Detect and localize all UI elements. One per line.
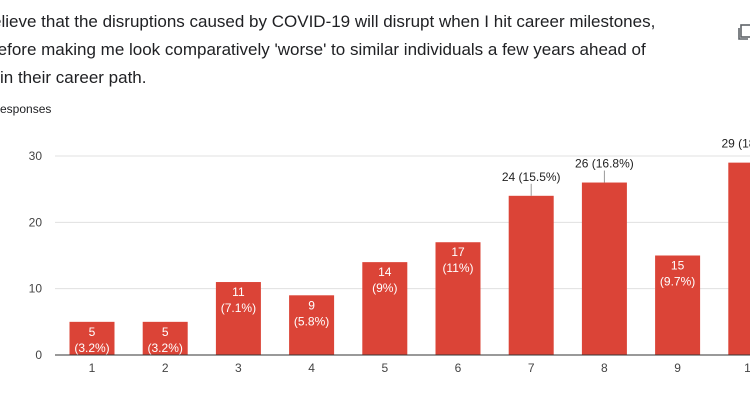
- x-tick-label: 10: [744, 361, 750, 375]
- bar: [508, 195, 554, 355]
- x-tick-label: 7: [528, 361, 535, 375]
- bar: [142, 321, 188, 355]
- data-label: 5: [89, 325, 96, 339]
- y-tick-label: 0: [35, 348, 42, 362]
- data-label: 14: [378, 265, 392, 279]
- data-label-percent: (7.1%): [221, 301, 256, 315]
- y-tick-label: 20: [29, 215, 43, 229]
- bar: [362, 262, 408, 355]
- axes: 0 10 20 30 1 2 3 4 5 6 7 8 9 10: [29, 149, 750, 375]
- data-label-percent: (9.7%): [660, 275, 695, 289]
- data-label-percent: (3.2%): [74, 341, 109, 355]
- y-tick-label: 10: [29, 282, 43, 296]
- bar: [69, 321, 115, 355]
- question-line-1: elieve that the disruptions caused by CO…: [0, 12, 656, 31]
- data-label: 24 (15.5%): [502, 170, 561, 184]
- x-tick-label: 5: [381, 361, 388, 375]
- data-label-percent: (9%): [372, 281, 397, 295]
- x-tick-label: 2: [162, 361, 169, 375]
- question-title: elieve that the disruptions caused by CO…: [0, 8, 732, 92]
- copy-icon[interactable]: [738, 24, 750, 40]
- x-tick-label: 3: [235, 361, 242, 375]
- bar: [215, 282, 261, 355]
- question-line-2: refore making me look comparatively 'wor…: [0, 40, 646, 59]
- x-tick-label: 4: [308, 361, 315, 375]
- data-labels: 5 (3.2%) 5 (3.2%) 11 (7.1%) 9 (5.8%) 14 (9%) 17 (11…: [74, 137, 750, 355]
- data-label: 26 (16.8%): [575, 157, 634, 171]
- responses-count: responses: [0, 102, 52, 116]
- bar: [289, 295, 335, 355]
- x-tick-label: 1: [89, 361, 96, 375]
- x-tick-label: 8: [601, 361, 608, 375]
- bars: [69, 162, 750, 355]
- data-label: 11: [232, 285, 245, 299]
- data-label-percent: (5.8%): [294, 314, 329, 328]
- data-label-percent: (11%): [442, 261, 473, 275]
- data-label: 17: [451, 245, 465, 259]
- bar: [655, 255, 701, 355]
- data-label: 5: [162, 325, 169, 339]
- data-label: 9: [308, 298, 315, 312]
- question-line-3: in their career path.: [0, 68, 147, 87]
- x-tick-label: 9: [674, 361, 681, 375]
- bar: [728, 162, 750, 355]
- data-label: 29 (18.7%): [721, 137, 750, 151]
- bar: [581, 182, 627, 355]
- y-tick-label: 30: [29, 149, 43, 163]
- x-tick-label: 6: [455, 361, 462, 375]
- data-label-percent: (3.2%): [148, 341, 183, 355]
- bar: [435, 242, 481, 355]
- data-label: 15: [671, 259, 685, 273]
